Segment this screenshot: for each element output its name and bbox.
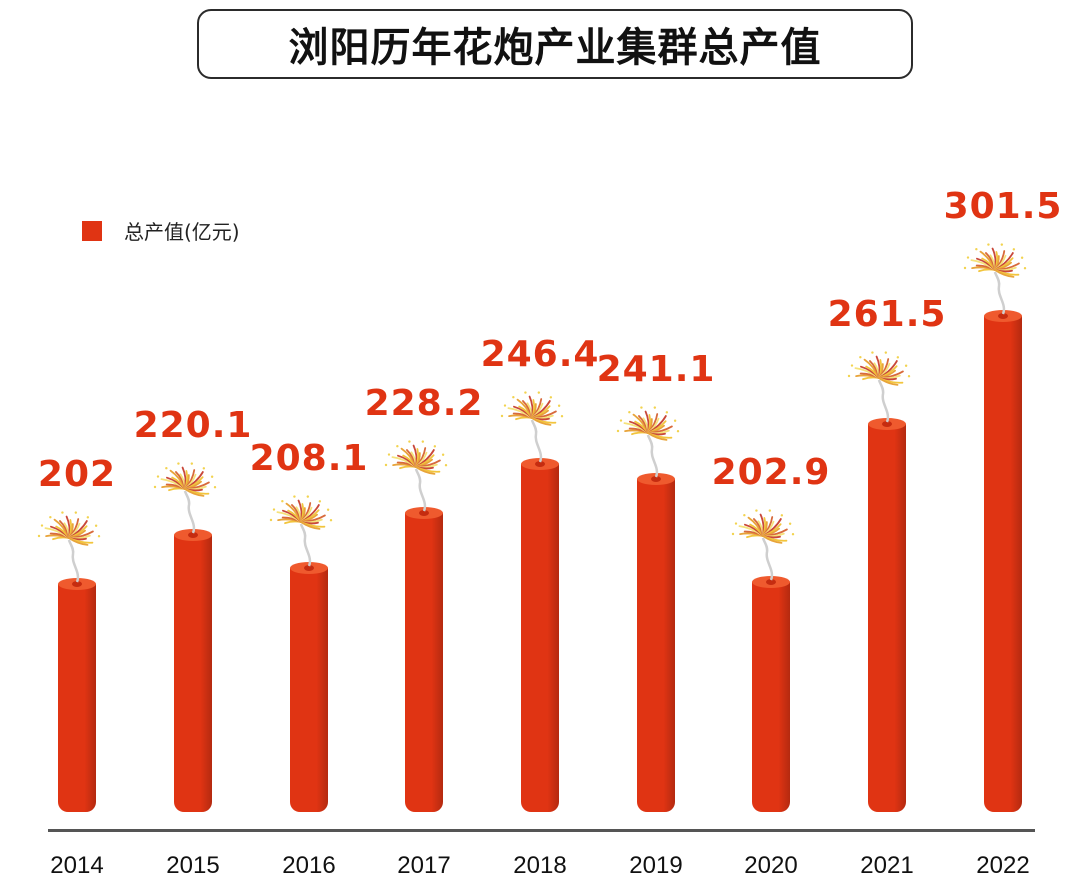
x-axis-tick-label: 2022 <box>976 852 1030 879</box>
bar-cap <box>521 458 559 471</box>
sparkler-icon <box>847 351 911 423</box>
bar-cap <box>868 417 906 430</box>
sparkler-icon <box>731 508 795 581</box>
bar-cap <box>984 310 1022 322</box>
bar-cap <box>174 529 212 542</box>
bar-cap <box>405 507 443 520</box>
bar-cap <box>58 578 96 590</box>
bar-2021 <box>868 417 906 812</box>
bar-2019 <box>637 472 675 812</box>
bar-cap <box>637 472 675 485</box>
value-label: 202 <box>37 454 117 495</box>
legend-label: 总产值(亿元) <box>124 220 240 244</box>
sparkler-icon <box>500 391 564 463</box>
value-label: 202.9 <box>711 451 831 493</box>
chart-title-box: 浏阳历年花炮产业集群总产值 <box>197 9 913 79</box>
bar-2016 <box>290 561 328 812</box>
bar-2018 <box>521 458 559 812</box>
sparkler-icon <box>153 462 217 534</box>
bar-2022 <box>984 310 1022 812</box>
legend: 总产值(亿元) <box>82 216 240 245</box>
x-axis-tick-label: 2020 <box>744 852 798 879</box>
x-axis-tick-label: 2019 <box>629 852 683 879</box>
bar-2020 <box>752 575 790 812</box>
value-label: 220.1 <box>133 405 253 447</box>
x-axis-tick-label: 2021 <box>860 852 914 879</box>
sparkler-icon <box>384 440 448 512</box>
legend-swatch <box>82 220 102 241</box>
chart-title: 浏阳历年花炮产业集群总产值 <box>288 25 822 71</box>
bar-cap <box>290 561 328 574</box>
bar-2015 <box>174 529 212 812</box>
bar-2014 <box>58 578 96 812</box>
sparkler-icon <box>616 406 680 478</box>
x-axis-tick-label: 2018 <box>513 852 567 879</box>
x-axis-tick-label: 2014 <box>50 852 104 879</box>
value-label: 228.2 <box>364 383 484 425</box>
sparkler-icon <box>37 511 101 583</box>
value-label: 301.5 <box>943 186 1063 227</box>
value-label: 208.1 <box>249 437 369 479</box>
value-label: 261.5 <box>827 293 947 335</box>
sparkler-icon <box>963 243 1027 315</box>
sparkler-icon <box>269 494 333 567</box>
bar-2017 <box>405 507 443 812</box>
x-axis-tick-label: 2017 <box>397 852 451 879</box>
value-label: 246.4 <box>480 334 600 376</box>
x-axis-tick-label: 2016 <box>282 852 336 879</box>
x-axis-line <box>48 829 1035 832</box>
value-label: 241.1 <box>596 348 716 390</box>
bar-cap <box>752 575 790 588</box>
x-axis-tick-label: 2015 <box>166 852 220 879</box>
